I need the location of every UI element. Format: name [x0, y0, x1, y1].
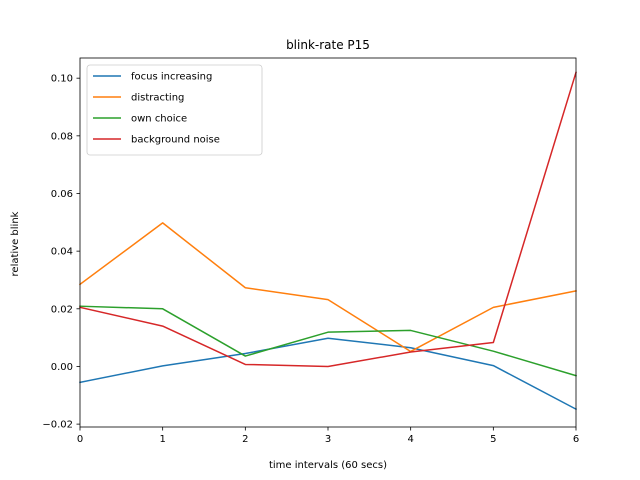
y-axis: −0.02 0.00 0.02 0.04 0.06 0.08 0.10: [42, 74, 80, 431]
y-tick-label: 0.02: [51, 304, 73, 315]
x-tick-label: 1: [159, 434, 165, 445]
plot-area: [78, 57, 578, 428]
x-tick-label: 3: [325, 434, 331, 445]
y-axis-label: relative blink: [10, 211, 21, 276]
legend-box: [86, 64, 263, 156]
y-tick-label: −0.02: [42, 420, 73, 431]
x-tick-label: 5: [490, 434, 496, 445]
series-line-3: [79, 305, 577, 377]
x-tick-label: 0: [77, 434, 83, 445]
chart-title: blink-rate P15: [286, 38, 370, 52]
x-tick-label: 6: [573, 434, 579, 445]
x-axis: 0 1 2 3 4 5 6: [77, 427, 579, 445]
x-tick-label: 4: [407, 434, 413, 445]
legend-label-4: background noise: [131, 135, 220, 146]
x-tick-label: 2: [242, 434, 248, 445]
y-tick-label: 0.08: [51, 131, 73, 142]
y-tick-label: 0.06: [51, 189, 73, 200]
series-line-4: [79, 71, 577, 368]
x-axis-label: time intervals (60 secs): [269, 460, 387, 471]
legend-label-2: distracting: [131, 93, 184, 104]
series-line-2: [78, 222, 577, 353]
legend: focus increasing distracting own choice bac…: [86, 64, 263, 156]
series-line-1: [79, 337, 578, 411]
y-tick-label: 0.04: [51, 247, 73, 258]
y-tick-label: 0.10: [51, 74, 73, 85]
y-tick-label: 0.00: [51, 362, 73, 373]
legend-label-3: own choice: [131, 114, 187, 125]
legend-label-1: focus increasing: [131, 72, 212, 83]
